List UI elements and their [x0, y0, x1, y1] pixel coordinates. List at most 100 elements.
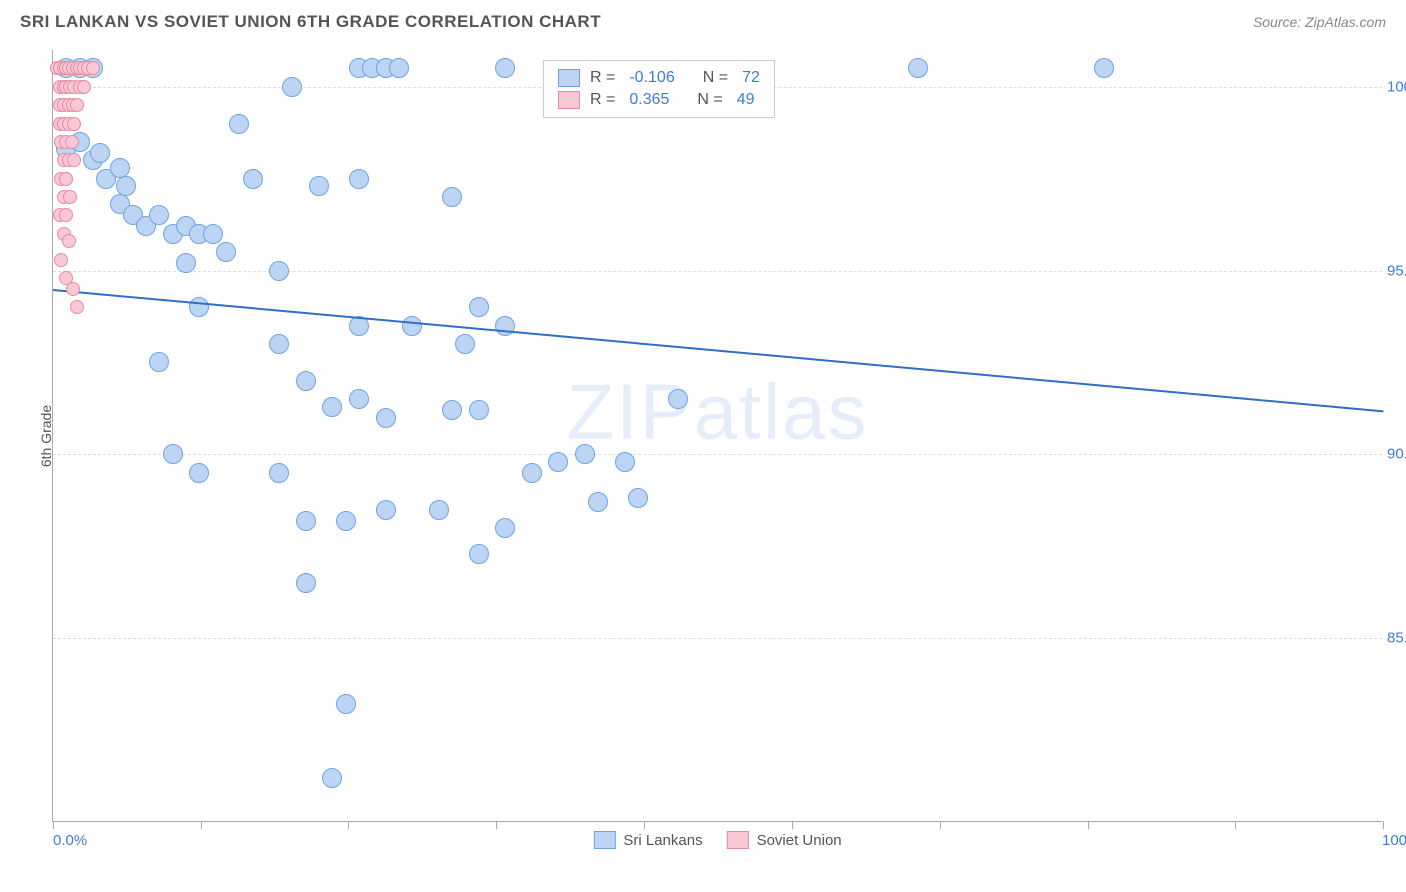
- watermark: ZIPatlas: [566, 367, 868, 458]
- data-point: [495, 518, 515, 538]
- legend-row: R = -0.106 N = 72: [558, 67, 760, 89]
- data-point: [469, 400, 489, 420]
- data-point: [67, 153, 81, 167]
- chart-area: 6th Grade ZIPatlas 85.0%90.0%95.0%100.0%…: [52, 50, 1382, 822]
- legend-r-label: R =: [590, 69, 615, 87]
- legend-label: Sri Lankans: [623, 832, 702, 849]
- x-tick: [348, 821, 349, 829]
- data-point: [110, 158, 130, 178]
- data-point: [548, 452, 568, 472]
- data-point: [469, 297, 489, 317]
- data-point: [429, 500, 449, 520]
- data-point: [455, 334, 475, 354]
- source-label: Source: ZipAtlas.com: [1253, 14, 1386, 30]
- legend-n-label: N =: [703, 69, 728, 87]
- data-point: [282, 77, 302, 97]
- data-point: [163, 444, 183, 464]
- data-point: [59, 208, 73, 222]
- data-point: [349, 169, 369, 189]
- x-min-label: 0.0%: [53, 832, 87, 849]
- legend-swatch: [593, 831, 615, 849]
- grid-line: [53, 454, 1382, 455]
- data-point: [90, 143, 110, 163]
- data-point: [908, 58, 928, 78]
- y-tick-label: 85.0%: [1387, 630, 1406, 647]
- legend-swatch: [558, 69, 580, 87]
- data-point: [389, 58, 409, 78]
- x-tick: [644, 821, 645, 829]
- data-point: [176, 253, 196, 273]
- data-point: [65, 135, 79, 149]
- data-point: [1094, 58, 1114, 78]
- data-point: [336, 694, 356, 714]
- data-point: [322, 768, 342, 788]
- data-point: [63, 190, 77, 204]
- x-tick: [1088, 821, 1089, 829]
- data-point: [269, 334, 289, 354]
- data-point: [77, 80, 91, 94]
- data-point: [575, 444, 595, 464]
- data-point: [628, 488, 648, 508]
- data-point: [59, 172, 73, 186]
- legend-swatch: [558, 91, 580, 109]
- legend-swatch: [727, 831, 749, 849]
- legend-label: Soviet Union: [757, 832, 842, 849]
- y-tick-label: 90.0%: [1387, 446, 1406, 463]
- legend-r-value: -0.106: [629, 69, 674, 87]
- legend-n-value: 49: [737, 91, 755, 109]
- data-point: [54, 253, 68, 267]
- data-point: [522, 463, 542, 483]
- x-tick: [940, 821, 941, 829]
- x-max-label: 100.0%: [1382, 832, 1406, 849]
- data-point: [203, 224, 223, 244]
- data-point: [442, 187, 462, 207]
- data-point: [269, 463, 289, 483]
- legend-item: Soviet Union: [727, 831, 842, 849]
- data-point: [336, 511, 356, 531]
- legend-n-value: 72: [742, 69, 760, 87]
- legend-row: R = 0.365 N = 49: [558, 89, 760, 111]
- chart-title: SRI LANKAN VS SOVIET UNION 6TH GRADE COR…: [20, 12, 601, 32]
- data-point: [70, 98, 84, 112]
- data-point: [309, 176, 329, 196]
- x-tick: [1383, 821, 1384, 829]
- data-point: [149, 205, 169, 225]
- correlation-legend: R = -0.106 N = 72 R = 0.365 N = 49: [543, 60, 775, 118]
- legend-r-label: R =: [590, 91, 615, 109]
- data-point: [116, 176, 136, 196]
- data-point: [588, 492, 608, 512]
- grid-line: [53, 638, 1382, 639]
- data-point: [216, 242, 236, 262]
- data-point: [376, 500, 396, 520]
- data-point: [668, 389, 688, 409]
- data-point: [243, 169, 263, 189]
- data-point: [189, 297, 209, 317]
- data-point: [296, 573, 316, 593]
- x-tick: [201, 821, 202, 829]
- data-point: [322, 397, 342, 417]
- y-tick-label: 100.0%: [1387, 78, 1406, 95]
- data-point: [376, 408, 396, 428]
- legend-r-value: 0.365: [629, 91, 669, 109]
- grid-line: [53, 271, 1382, 272]
- data-point: [62, 234, 76, 248]
- data-point: [229, 114, 249, 134]
- legend-item: Sri Lankans: [593, 831, 702, 849]
- data-point: [189, 463, 209, 483]
- x-tick: [496, 821, 497, 829]
- data-point: [296, 511, 316, 531]
- y-tick-label: 95.0%: [1387, 262, 1406, 279]
- x-tick: [53, 821, 54, 829]
- trend-line: [53, 289, 1383, 412]
- data-point: [349, 389, 369, 409]
- data-point: [442, 400, 462, 420]
- series-legend: Sri Lankans Soviet Union: [593, 831, 841, 849]
- x-tick: [792, 821, 793, 829]
- legend-n-label: N =: [697, 91, 722, 109]
- data-point: [86, 61, 100, 75]
- data-point: [66, 282, 80, 296]
- data-point: [469, 544, 489, 564]
- data-point: [269, 261, 289, 281]
- data-point: [296, 371, 316, 391]
- data-point: [149, 352, 169, 372]
